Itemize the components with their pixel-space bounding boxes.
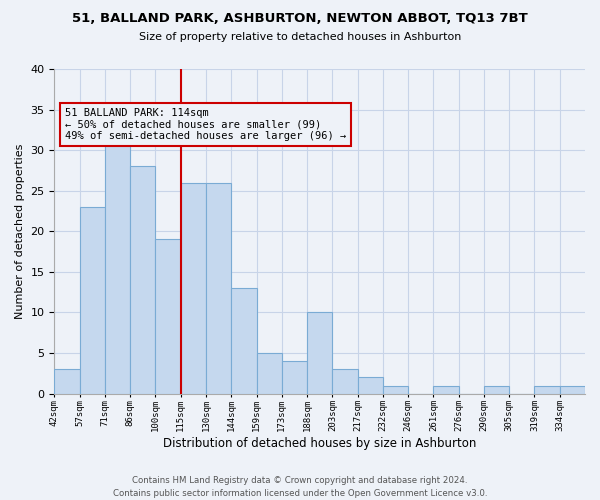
Text: Contains HM Land Registry data © Crown copyright and database right 2024.
Contai: Contains HM Land Registry data © Crown c… (113, 476, 487, 498)
Bar (433, 386, 458, 394)
Bar (55, 370, 80, 394)
Bar (231, 288, 257, 394)
Bar (560, 386, 585, 394)
Bar (105, 134, 130, 394)
Bar (332, 370, 358, 394)
Y-axis label: Number of detached properties: Number of detached properties (15, 144, 25, 319)
Bar (181, 182, 206, 394)
Bar (130, 166, 155, 394)
Bar (535, 386, 560, 394)
Text: Size of property relative to detached houses in Ashburton: Size of property relative to detached ho… (139, 32, 461, 42)
Bar (484, 386, 509, 394)
Bar (358, 378, 383, 394)
Text: 51, BALLAND PARK, ASHBURTON, NEWTON ABBOT, TQ13 7BT: 51, BALLAND PARK, ASHBURTON, NEWTON ABBO… (72, 12, 528, 26)
X-axis label: Distribution of detached houses by size in Ashburton: Distribution of detached houses by size … (163, 437, 476, 450)
Bar (206, 182, 231, 394)
Bar (307, 312, 332, 394)
Bar (383, 386, 408, 394)
Text: 51 BALLAND PARK: 114sqm
← 50% of detached houses are smaller (99)
49% of semi-de: 51 BALLAND PARK: 114sqm ← 50% of detache… (65, 108, 346, 141)
Bar (282, 361, 307, 394)
Bar (155, 240, 181, 394)
Bar (80, 207, 105, 394)
Bar (257, 353, 282, 394)
